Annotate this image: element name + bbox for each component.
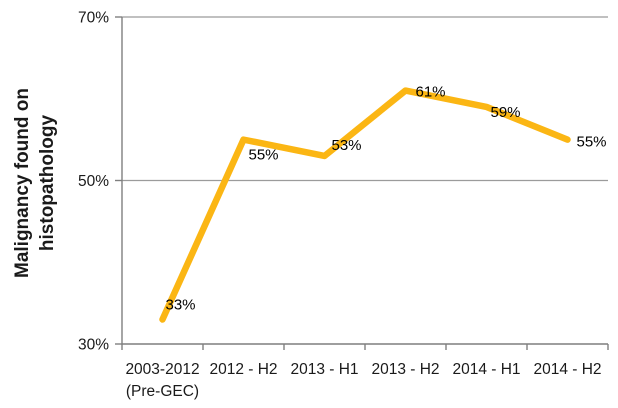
data-label: 33% — [166, 296, 196, 313]
y-tick-label: 50% — [78, 173, 109, 190]
y-axis-title: Malignancy found on histopathology — [10, 3, 60, 363]
y-axis-title-line1: Malignancy found on — [12, 88, 33, 278]
y-tick-label: 30% — [78, 337, 109, 354]
x-tick-label: 2014 - H1 — [452, 361, 520, 378]
x-tick-label: 2013 - H2 — [371, 361, 439, 378]
data-label: 59% — [491, 104, 521, 121]
y-axis-title-line2: histopathology — [37, 114, 58, 252]
x-tick-label: 2012 - H2 — [209, 361, 277, 378]
data-label: 53% — [332, 137, 362, 154]
y-tick-label: 70% — [78, 10, 109, 27]
data-label: 55% — [249, 147, 279, 164]
x-tick-label: 2014 - H2 — [533, 361, 601, 378]
series-line — [159, 87, 571, 323]
x-tick-label: 2013 - H1 — [290, 361, 358, 378]
x-tick-label: 2003-2012 (Pre-GEC) — [125, 361, 199, 400]
data-label: 55% — [577, 134, 607, 151]
data-label: 61% — [416, 84, 446, 101]
